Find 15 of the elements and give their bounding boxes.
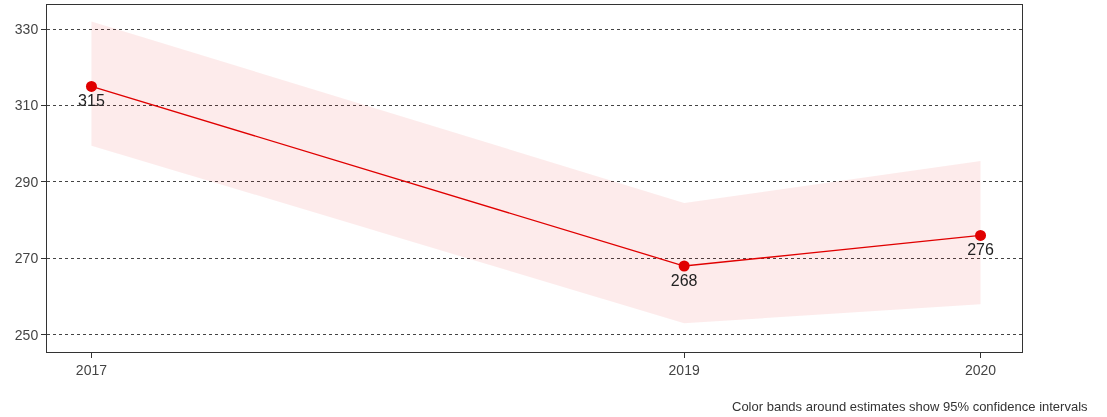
x-tick-label: 2017 [75,361,108,378]
x-tick-label: 2020 [964,361,997,378]
y-tick-label: 310 [14,97,39,114]
text: Color bands around estimates show 95% confidence intervals [732,399,1089,414]
y-tick-label: 270 [14,250,39,267]
data-label: 315 [78,92,105,110]
x-tick-label: 2019 [668,361,700,378]
point [85,80,97,92]
y-tick-label: 290 [14,173,39,190]
data-label: 268 [670,271,698,289]
point [975,229,987,241]
y-tick-label: 250 [14,326,39,343]
y-tick-label: 330 [14,20,39,37]
point [678,260,690,272]
data-label: 276 [967,241,994,259]
